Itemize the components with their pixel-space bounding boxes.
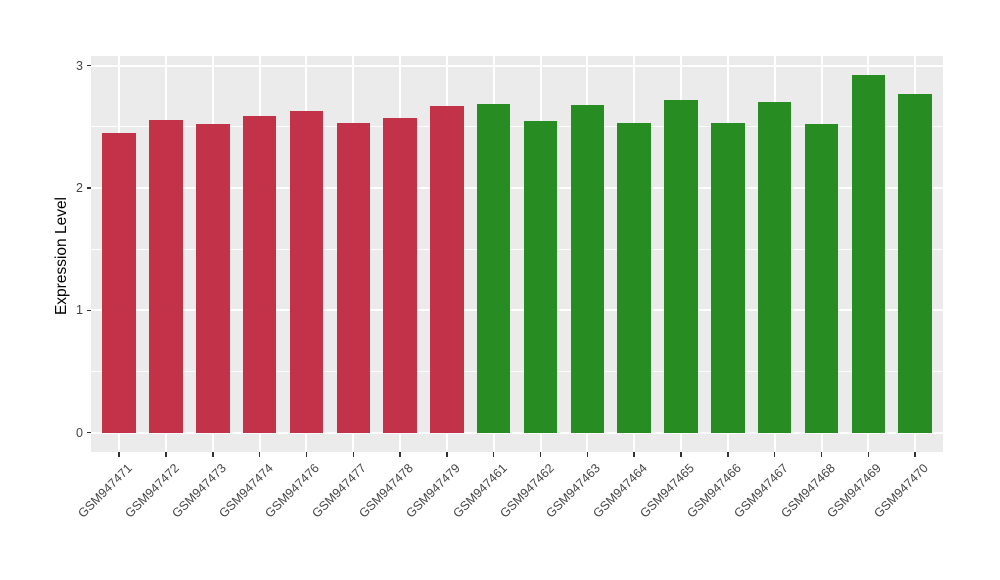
bar-GSM947479 (430, 106, 464, 433)
x-axis-tick (492, 452, 495, 457)
gridline-horizontal-major (91, 187, 943, 190)
x-axis-tick (633, 452, 635, 457)
bar-GSM947472 (149, 119, 183, 433)
y-axis-tick (86, 187, 91, 189)
x-axis-tick (586, 452, 589, 457)
bar-GSM947462 (523, 120, 558, 433)
bar-GSM947461 (476, 103, 511, 433)
x-axis-tick (165, 452, 167, 457)
bar-GSM947467 (757, 102, 792, 433)
x-axis-tick (539, 452, 542, 457)
x-axis-tick (773, 452, 776, 457)
bar-GSM947463 (570, 104, 605, 433)
y-axis-title: Expression Level (53, 196, 70, 316)
x-axis-tick (727, 452, 729, 457)
y-axis-tick (86, 309, 91, 312)
bar-GSM947464 (617, 123, 651, 433)
bar-GSM947471 (102, 132, 136, 433)
bar-GSM947473 (196, 124, 230, 433)
x-axis-tick (867, 452, 870, 457)
x-axis-tick (820, 452, 823, 457)
gridline-horizontal-minor (91, 371, 943, 373)
gridline-horizontal-major (91, 64, 943, 67)
x-axis-tick (352, 452, 354, 457)
x-axis-tick (258, 452, 261, 457)
x-axis-tick (680, 452, 682, 457)
bar-GSM947468 (804, 124, 839, 433)
bar-GSM947476 (289, 110, 324, 433)
y-tick-label: 2 (76, 181, 83, 196)
bar-GSM947469 (851, 75, 886, 433)
gridline-horizontal-minor (91, 248, 943, 250)
bar-GSM947477 (336, 123, 370, 433)
y-axis-tick (86, 431, 91, 434)
gridline-horizontal-major (91, 309, 943, 312)
y-tick-label: 0 (76, 425, 83, 440)
bar-GSM947465 (664, 99, 698, 433)
bar-GSM947470 (898, 93, 932, 433)
x-axis-tick (305, 452, 308, 457)
x-axis-tick (399, 452, 401, 457)
x-axis-tick (446, 452, 448, 457)
x-axis-tick (118, 452, 120, 457)
x-axis-tick (914, 452, 916, 457)
y-axis-tick (86, 64, 91, 67)
plot-panel (91, 56, 943, 452)
gridline-horizontal-major (91, 431, 943, 434)
x-axis-tick (212, 452, 214, 457)
bar-GSM947478 (383, 118, 417, 433)
bar-GSM947474 (242, 115, 277, 433)
y-tick-label: 3 (76, 58, 83, 73)
bar-GSM947466 (711, 123, 745, 433)
gridline-horizontal-minor (91, 126, 943, 128)
y-tick-label: 1 (76, 303, 83, 318)
